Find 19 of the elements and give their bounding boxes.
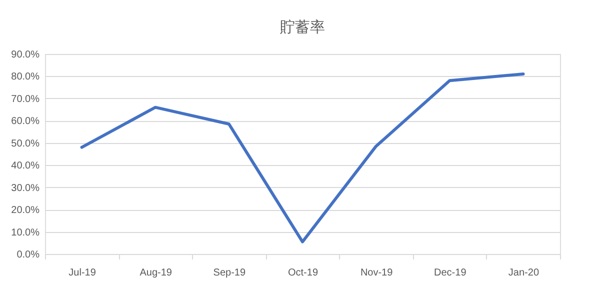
x-tick-label: Jul-19 bbox=[68, 268, 96, 278]
y-tick-label: 10.0% bbox=[11, 227, 40, 238]
y-tick-label: 60.0% bbox=[11, 116, 40, 128]
y-tick-label: 20.0% bbox=[11, 205, 40, 216]
x-tick-label: Dec-19 bbox=[434, 268, 467, 278]
y-tick-label: 90.0% bbox=[11, 50, 40, 60]
x-tick-label: Oct-19 bbox=[288, 268, 318, 278]
chart-title: 貯蓄率 bbox=[280, 19, 325, 36]
y-tick-label: 80.0% bbox=[11, 72, 40, 83]
y-tick-label: 0.0% bbox=[16, 250, 40, 260]
x-tick-label: Aug-19 bbox=[140, 268, 172, 278]
line-series bbox=[80, 72, 525, 244]
x-tick-label: Jan-20 bbox=[508, 268, 540, 278]
x-tick-label: Sep-19 bbox=[213, 268, 246, 278]
y-tick-label: 70.0% bbox=[11, 94, 40, 105]
y-tick-label: 40.0% bbox=[11, 160, 40, 172]
y-tick-label: 30.0% bbox=[11, 182, 40, 194]
x-tick-label: Nov-19 bbox=[360, 268, 394, 278]
y-tick-label: 50.0% bbox=[11, 138, 40, 150]
